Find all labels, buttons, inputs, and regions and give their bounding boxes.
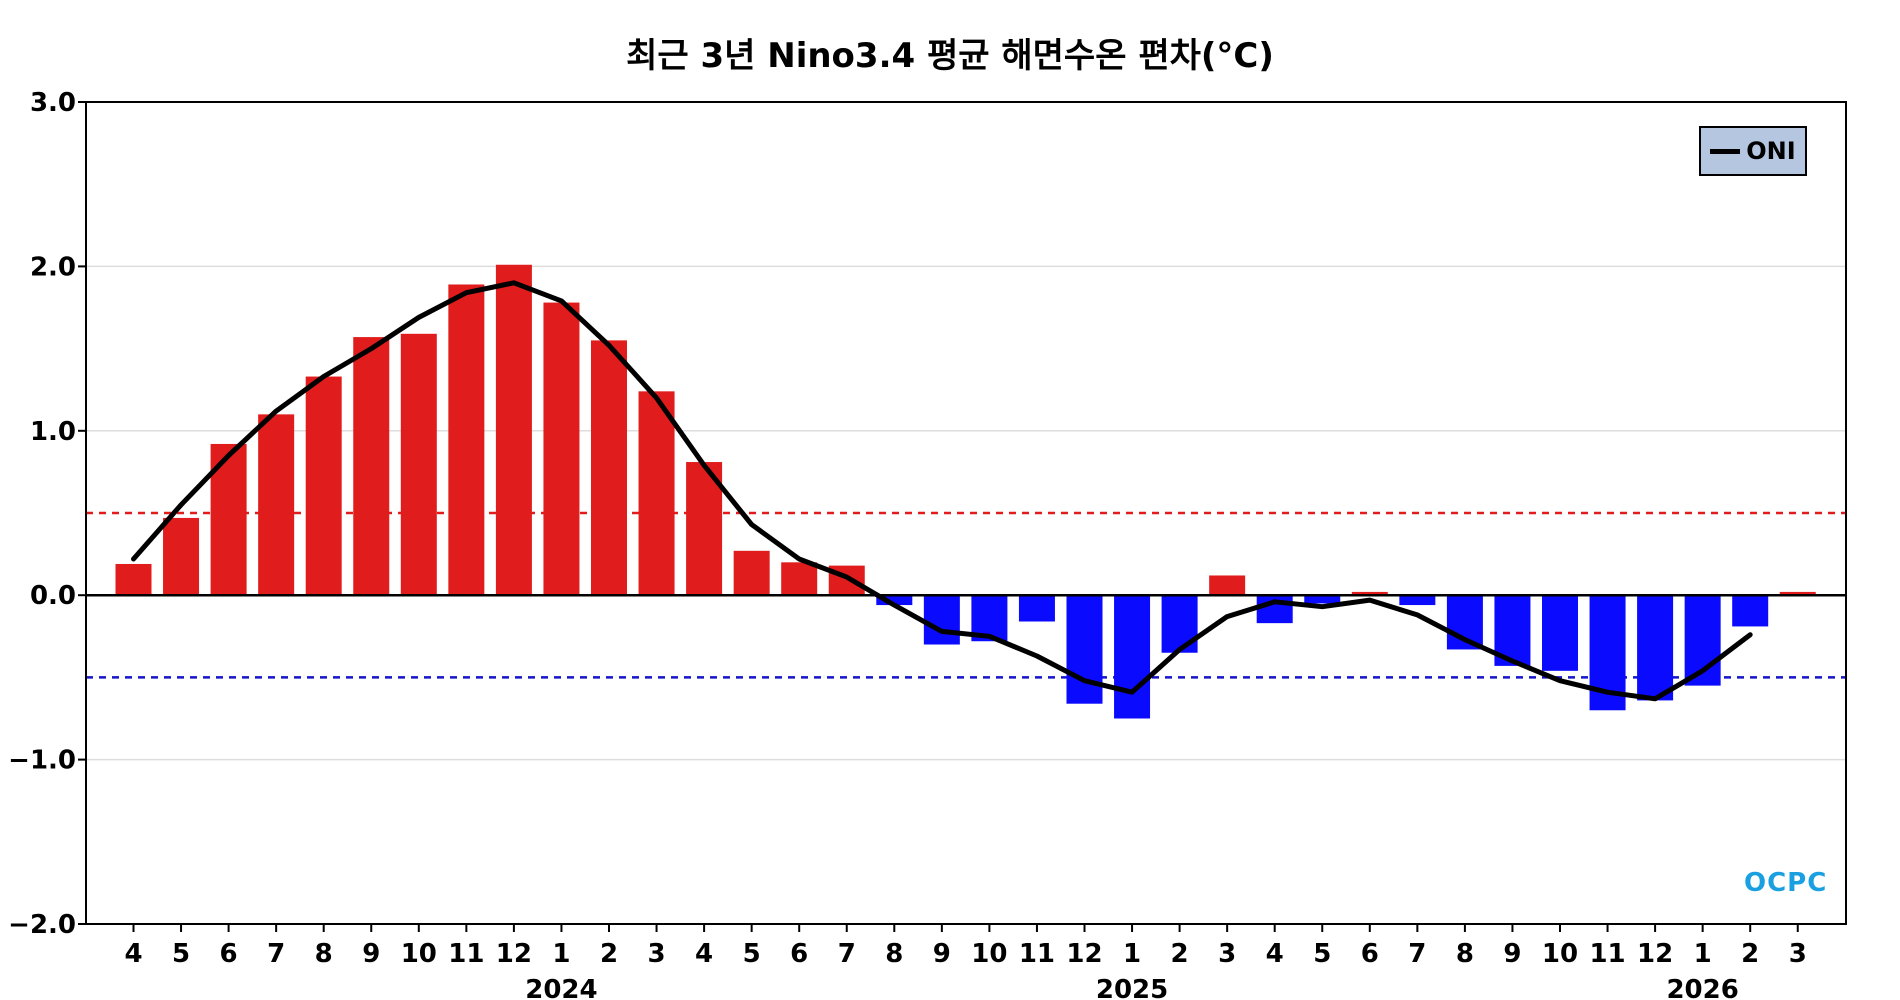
bar-17	[923, 595, 960, 645]
bar-5	[353, 337, 390, 596]
year-label: 2026	[1666, 975, 1738, 1000]
legend: ONI	[1699, 126, 1807, 176]
bar-26	[1351, 591, 1388, 596]
year-labels: 2024 2025 2026	[525, 975, 1739, 1000]
plot-frame	[85, 101, 1847, 925]
x-tick-label: 8	[885, 939, 903, 969]
x-tick-label: 2	[600, 939, 618, 969]
bar-34	[1732, 595, 1769, 627]
x-tick-label: 5	[743, 939, 761, 969]
y-tick-label: 0.0	[30, 581, 76, 611]
bar-27	[1399, 595, 1436, 606]
bar-23	[1209, 575, 1246, 596]
x-tick-label: 5	[1313, 939, 1331, 969]
x-tick-label: 3	[1218, 939, 1236, 969]
chart-title: 최근 3년 Nino3.4 평균 해면수온 편차(°C)	[626, 36, 1274, 76]
bar-25	[1304, 595, 1341, 604]
x-tick-label: 9	[933, 939, 951, 969]
x-tick-label: 1	[1123, 939, 1141, 969]
legend-label-oni: ONI	[1746, 137, 1796, 165]
bar-6	[400, 333, 437, 596]
year-label: 2024	[525, 975, 597, 1000]
oni-line	[131, 280, 1753, 702]
bar-3	[258, 414, 295, 596]
x-tick-label: 3	[648, 939, 666, 969]
y-tick-labels: 3.0 2.0 1.0 0.0 −1.0 −2.0	[8, 88, 76, 940]
x-tick-labels: 4 5 6 7 8 9 10 11 12 1 2 3 4 5 6 7 8 9 10 11 12 1 2 3 4 5 6 7 8 9 10 11…	[124, 939, 1806, 969]
x-tick-label: 2	[1741, 939, 1759, 969]
bar-14	[781, 562, 818, 596]
bar-16	[876, 595, 913, 606]
bar-9	[543, 302, 580, 596]
bar-7	[448, 284, 485, 596]
x-tick-label: 2	[1171, 939, 1189, 969]
x-tick-label: 10	[971, 939, 1007, 969]
anomaly-bars	[115, 264, 1816, 719]
x-tick-label: 6	[220, 939, 238, 969]
x-tick-label: 8	[315, 939, 333, 969]
x-tick-label: 11	[448, 939, 484, 969]
x-tick-label: 3	[1789, 939, 1807, 969]
x-tick-label: 7	[267, 939, 285, 969]
x-tick-label: 12	[1637, 939, 1673, 969]
bar-1	[163, 517, 200, 596]
bar-35	[1779, 591, 1816, 596]
bar-11	[638, 391, 675, 596]
bar-8	[495, 264, 532, 596]
bar-30	[1542, 595, 1578, 671]
bar-22	[1161, 595, 1198, 653]
y-tick-label: 3.0	[30, 88, 76, 118]
x-tick-label: 10	[401, 939, 437, 969]
bar-10	[591, 340, 627, 596]
bar-4	[305, 376, 342, 596]
y-tick-label: −1.0	[8, 746, 76, 776]
x-tick-label: 7	[838, 939, 856, 969]
bar-0	[115, 563, 152, 596]
bar-32	[1637, 595, 1674, 701]
axes	[78, 101, 1847, 932]
x-tick-label: 4	[1266, 939, 1284, 969]
x-tick-label: 9	[1503, 939, 1521, 969]
x-tick-label: 1	[552, 939, 570, 969]
x-tick-label: 12	[496, 939, 532, 969]
legend-line-swatch	[1710, 148, 1741, 154]
x-tick-label: 7	[1408, 939, 1426, 969]
x-tick-label: 12	[1066, 939, 1102, 969]
x-tick-label: 11	[1589, 939, 1625, 969]
x-tick-label: 6	[790, 939, 808, 969]
oni-line-group	[131, 280, 1753, 702]
x-tick-label: 4	[124, 939, 142, 969]
x-tick-label: 11	[1019, 939, 1055, 969]
x-tick-label: 9	[362, 939, 380, 969]
bar-19	[1018, 595, 1055, 622]
y-tick-label: 1.0	[30, 417, 76, 447]
x-tick-label: 1	[1694, 939, 1712, 969]
y-tick-label: 2.0	[30, 252, 76, 282]
x-tick-label: 6	[1361, 939, 1379, 969]
y-tick-label: −2.0	[8, 910, 76, 940]
x-tick-label: 4	[695, 939, 713, 969]
x-tick-label: 10	[1542, 939, 1578, 969]
bar-20	[1066, 595, 1103, 704]
x-tick-label: 5	[172, 939, 190, 969]
year-label: 2025	[1096, 975, 1168, 1000]
bar-21	[1114, 595, 1151, 719]
bar-13	[733, 550, 770, 596]
ocpc-logo: OCPC	[1744, 868, 1828, 898]
x-tick-label: 8	[1456, 939, 1474, 969]
